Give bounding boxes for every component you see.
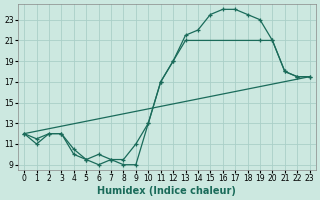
X-axis label: Humidex (Indice chaleur): Humidex (Indice chaleur) bbox=[98, 186, 236, 196]
